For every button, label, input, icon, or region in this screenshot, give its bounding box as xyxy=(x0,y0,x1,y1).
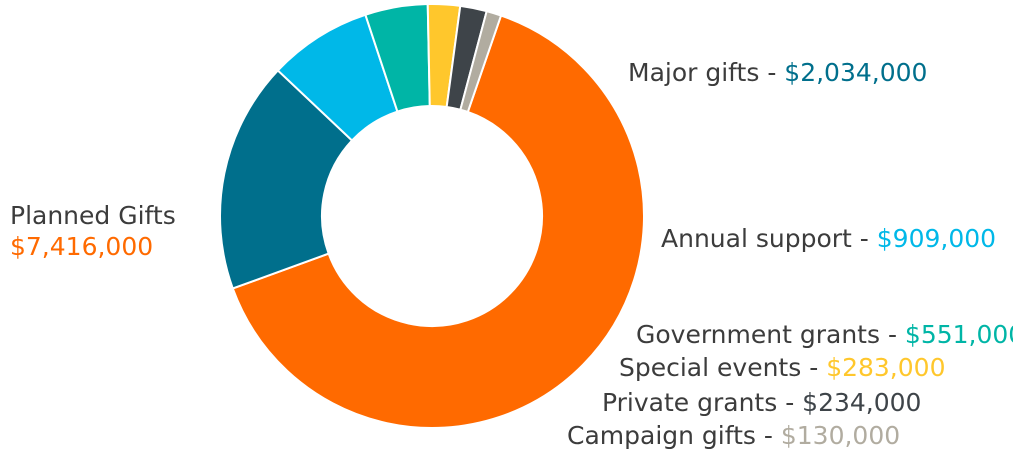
label-special-events-sep: - xyxy=(801,353,827,382)
label-government-grants-name: Government grants xyxy=(636,320,880,349)
slice-planned-gifts xyxy=(231,14,645,429)
label-private-grants-value: $234,000 xyxy=(802,388,922,417)
donut-slices xyxy=(219,3,645,429)
slice-campaign-gifts xyxy=(459,9,503,114)
label-campaign-gifts: Campaign gifts - $130,000 xyxy=(567,423,900,448)
label-campaign-gifts-value: $130,000 xyxy=(780,421,901,450)
label-campaign-gifts-sep: - xyxy=(755,421,781,450)
label-planned-gifts-name: Planned Gifts xyxy=(10,201,176,230)
label-government-grants-value: $551,000 xyxy=(904,320,1013,349)
label-planned-gifts-value: $7,416,000 xyxy=(10,232,154,262)
label-major-gifts-name: Major gifts xyxy=(628,58,760,87)
label-major-gifts-value: $2,034,000 xyxy=(784,58,928,87)
label-special-events-name: Special events xyxy=(619,353,802,382)
label-special-events-value: $283,000 xyxy=(826,353,946,382)
label-private-grants-sep: - xyxy=(777,388,803,417)
label-annual-support-value: $909,000 xyxy=(876,224,997,253)
label-private-grants: Private grants - $234,000 xyxy=(602,390,921,415)
label-campaign-gifts-name: Campaign gifts xyxy=(567,421,756,450)
label-annual-support-name: Annual support xyxy=(661,224,852,253)
label-annual-support: Annual support - $909,000 xyxy=(661,226,996,251)
label-special-events: Special events - $283,000 xyxy=(619,355,945,380)
label-private-grants-name: Private grants xyxy=(602,388,778,417)
label-planned-gifts: Planned Gifts $7,416,000 xyxy=(10,200,176,263)
label-annual-support-sep: - xyxy=(851,224,877,253)
label-major-gifts: Major gifts - $2,034,000 xyxy=(628,60,927,85)
slice-major-gifts xyxy=(219,69,354,290)
label-government-grants: Government grants - $551,000 xyxy=(636,322,1013,347)
label-major-gifts-sep: - xyxy=(759,58,785,87)
label-government-grants-sep: - xyxy=(880,320,905,349)
